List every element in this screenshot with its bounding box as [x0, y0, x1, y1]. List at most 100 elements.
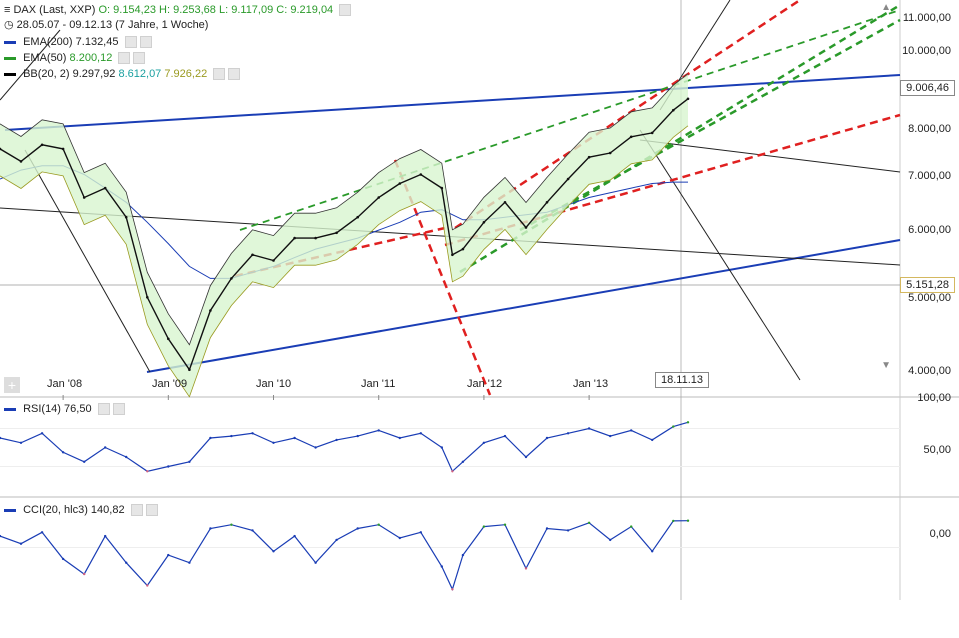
price-point — [524, 226, 528, 229]
price-point — [209, 309, 212, 312]
cci-point — [482, 525, 486, 528]
ema200-swatch — [4, 40, 16, 44]
price-point — [19, 160, 23, 163]
trendline-green-dashed — [239, 9, 901, 231]
bb-settings-button[interactable] — [213, 68, 226, 81]
rsi-point — [686, 421, 690, 424]
ema200-legend[interactable]: EMA(200) 7.132,45 — [4, 35, 152, 49]
cci-point — [104, 534, 107, 538]
cci-point — [293, 534, 296, 538]
rsi-point — [230, 434, 233, 438]
trendline-black — [639, 129, 801, 381]
ema50-legend[interactable]: EMA(50) 8.200,12 — [4, 51, 146, 65]
hline-price-tag: 5.151,28 — [900, 277, 955, 293]
cci-point — [686, 519, 690, 522]
chart-type-icon[interactable]: ≡ — [4, 4, 14, 16]
rsi-legend[interactable]: RSI(14) 76,50 — [4, 402, 125, 416]
rsi-point — [440, 446, 443, 449]
price-point — [419, 173, 423, 176]
bb-swatch — [4, 72, 16, 76]
cci-point — [146, 584, 149, 587]
cci-point — [40, 531, 44, 534]
ema200-close-button[interactable] — [139, 36, 152, 49]
cci-point — [188, 561, 191, 564]
cci-legend[interactable]: CCI(20, hlc3) 140,82 — [4, 503, 158, 517]
price-point — [272, 259, 275, 262]
rsi-point — [61, 451, 65, 454]
price-point — [314, 236, 317, 240]
rsi-point — [104, 446, 107, 449]
rsi-point — [188, 460, 191, 463]
cci-point — [524, 567, 528, 570]
settings-button[interactable] — [339, 4, 352, 17]
instrument-title[interactable]: DAX (Last, XXP) — [13, 4, 96, 16]
price-point — [629, 135, 633, 139]
price-point — [461, 247, 465, 251]
rsi-point — [609, 434, 612, 438]
cci-label: CCI(20, hlc3) — [23, 504, 88, 516]
cci-settings-button[interactable] — [130, 504, 143, 517]
bb-close-button[interactable] — [228, 68, 241, 81]
price-point — [566, 177, 570, 181]
ema50-settings-button[interactable] — [118, 52, 131, 65]
date-range: 28.05.07 - 09.12.13 (7 Jahre, 1 Woche) — [16, 19, 209, 31]
cci-point — [651, 550, 654, 553]
cci-point — [451, 588, 454, 591]
rsi-settings-button[interactable] — [97, 403, 110, 416]
rsi-point — [146, 470, 149, 473]
cci-close-button[interactable] — [145, 504, 158, 517]
x-tick: Jan '09 — [152, 378, 188, 390]
price-point — [293, 236, 296, 240]
rsi-point — [398, 436, 401, 440]
cci-point — [335, 538, 338, 542]
rsi-point — [83, 460, 86, 463]
add-pane-icon[interactable]: + — [4, 377, 20, 393]
price-point — [124, 215, 128, 219]
price-point — [356, 215, 360, 219]
scroll-up-icon[interactable]: ▲ — [881, 2, 891, 13]
trendline-black — [0, 29, 61, 101]
bollinger-lower-line — [0, 125, 689, 398]
x-tick: Jan '11 — [361, 378, 396, 390]
rsi-swatch — [4, 407, 16, 411]
cci-swatch — [4, 508, 16, 512]
bb-upper-value: 9.297,92 — [72, 68, 116, 80]
cci-point — [230, 523, 233, 526]
cci-point — [503, 523, 507, 526]
price-point — [451, 253, 454, 257]
rsi-point — [651, 438, 654, 442]
ema50-close-button[interactable] — [133, 52, 146, 65]
price-tick: 5.000,00 — [908, 292, 951, 304]
trendline-black — [639, 139, 901, 173]
price-point — [61, 147, 65, 151]
ema200-settings-button[interactable] — [124, 36, 137, 49]
close-value: 9.219,04 — [290, 4, 334, 16]
price-tick: 6.000,00 — [908, 224, 951, 236]
price-point — [545, 201, 549, 204]
cci-point — [314, 561, 317, 564]
trendline-green-dashed — [519, 18, 901, 232]
price-point — [188, 368, 191, 372]
price-point — [377, 196, 381, 199]
cci-point — [356, 527, 359, 530]
rsi-tick: 100,00 — [917, 392, 951, 404]
rsi-close-button[interactable] — [112, 403, 125, 416]
bb-legend[interactable]: BB(20, 2) 9.297,92 8.612,07 7.926,22 — [4, 67, 241, 81]
rsi-point — [672, 425, 675, 428]
cci-point — [125, 561, 128, 564]
ema50-swatch — [4, 56, 16, 60]
price-point — [672, 108, 675, 112]
price-point — [686, 97, 690, 101]
price-point — [103, 186, 107, 190]
rsi-point — [167, 465, 170, 468]
trendline-black — [24, 149, 151, 373]
scroll-down-icon[interactable]: ▼ — [881, 360, 891, 371]
price-point — [440, 186, 444, 190]
cci-point — [167, 553, 170, 557]
bb-lower-value: 7.926,22 — [164, 68, 208, 80]
cci-point — [587, 521, 591, 524]
price-point — [482, 221, 486, 224]
price-point — [40, 143, 44, 147]
cci-point — [672, 519, 675, 523]
